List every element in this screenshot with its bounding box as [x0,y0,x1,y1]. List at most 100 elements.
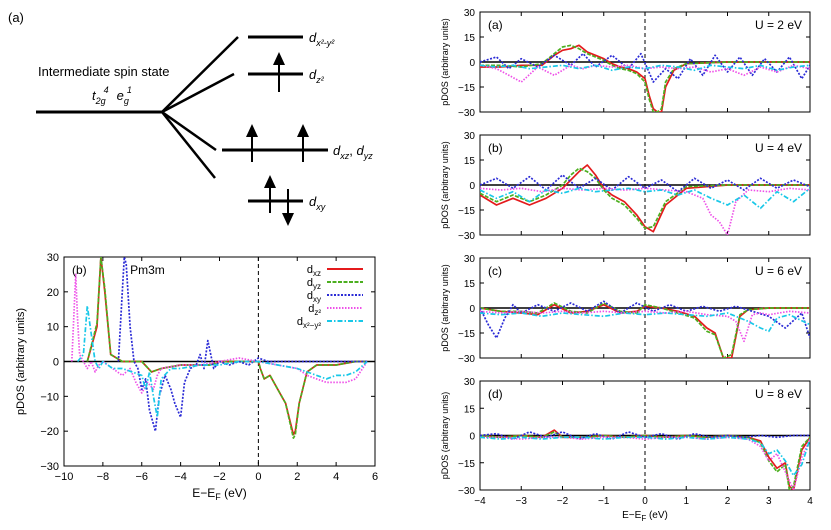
legend-label-dxz: dxz [307,264,321,278]
x-axis-label: E−EF (eV) [192,486,247,502]
chart-annotation: U = 4 eV [755,141,802,155]
x-tick-label: 3 [766,496,772,507]
series-line-dx2y2 [76,304,368,419]
x-tick-label: −4 [174,471,187,483]
y-tick-label: −15 [458,329,475,340]
y-tick-label: 0 [53,357,59,369]
spin-state-label: Intermediate spin state [38,64,170,79]
x-axis-label: E−EF (eV) [622,510,668,523]
panel-label: (a) [488,18,503,32]
y-tick-label: −15 [458,83,475,94]
series-group [480,164,810,235]
series-line-dxy [480,52,810,83]
chart-annotation: U = 6 eV [755,264,802,278]
x-tick-label: −8 [97,471,110,483]
series-line-dyz [480,302,810,358]
y-tick-label: 15 [464,279,476,290]
y-tick-label: 30 [464,131,476,142]
series-group [480,44,810,112]
series-line-dxy [480,174,810,193]
y-tick-label: 10 [47,322,59,334]
x-tick-label: 4 [333,471,339,483]
level-label-dxy: dxy [309,194,326,212]
y-tick-label: 20 [47,287,59,299]
panel-label: (b) [488,141,503,155]
split-line-dx2y2 [161,36,239,113]
level-label-dz2: dz² [309,67,325,85]
panel-label: (b) [72,263,87,277]
y-tick-label: −30 [458,354,475,365]
chart-annotation: Pm3m [130,263,165,277]
series-line-dz2 [480,187,810,235]
series-line-dxz [480,44,810,112]
chart-u4: −30 −15 0 15 30 (b) U = 4 eV pDOS (arbitrary un… [440,131,811,242]
spin-up-arrow-icon [246,124,258,162]
electron-configuration: t2g4 eg1 [92,85,132,106]
y-axis-label: pDOS (arbitrary units) [440,141,450,229]
x-tick-label: 2 [294,471,300,483]
x-tick-label: −3 [516,496,528,507]
chart-u2: −30 −15 0 15 30 (a) U = 2 eV pDOS (arbitrary un… [440,8,811,119]
series-line-dx2y2 [480,187,810,210]
spin-up-arrow-icon [297,124,309,162]
series-line-dyz [86,257,368,439]
series-line-dyz [480,167,810,230]
y-tick-label: −15 [458,459,475,470]
y-axis-label: pDOS (arbitrary units) [15,308,27,415]
split-line-dxz-dyz [161,110,217,152]
series-line-dyz [480,44,810,112]
series-group [480,429,810,490]
y-tick-label: 0 [469,304,475,315]
series-group [480,300,810,358]
y-tick-label: 0 [469,181,475,192]
series-line-dxz [86,257,368,436]
y-tick-label: −30 [458,231,475,242]
level-label-dxz-dyz: dxz, dyz [333,143,373,161]
x-tick-label: −4 [474,496,486,507]
y-tick-label: 0 [469,432,475,443]
level-label-dx2y2: dx²-y² [309,30,335,48]
y-tick-label: 30 [464,377,476,388]
y-tick-label: 0 [469,58,475,69]
y-tick-label: 15 [464,156,476,167]
series-line-dz2 [70,273,368,394]
y-axis-label: pDOS (arbitrary units) [440,18,450,106]
x-tick-label: −2 [213,471,226,483]
series-line-dxy [480,431,810,440]
x-tick-label: −10 [55,471,74,483]
energy-level-diagram: (a) Intermediate spin state t2g4 eg1 [8,10,373,226]
series-line-dx2y2 [480,64,810,72]
split-line-dxy [161,111,216,179]
y-tick-label: 30 [464,254,476,265]
series-line-dx2y2 [480,436,810,477]
y-tick-label: −30 [40,461,59,473]
series-line-dz2 [480,436,810,490]
split-line-dz2 [161,72,235,114]
series-line-dxy [117,257,368,433]
chart-annotation: U = 2 eV [755,18,802,32]
legend-label-dx2y2: dx²−y² [297,316,321,330]
x-tick-label: −1 [598,496,610,507]
spin-up-arrow-icon [264,175,276,213]
x-tick-label: 0 [642,496,648,507]
legend-label-dz2: dz² [308,303,321,317]
series-line-dx2y2 [480,312,810,333]
x-tick-label: 4 [807,496,813,507]
x-tick-label: −2 [557,496,569,507]
y-tick-label: 15 [464,404,476,415]
spin-down-arrow-icon [282,189,294,226]
y-axis-label: pDOS (arbitrary units) [440,264,450,352]
diagram-panel-label: (a) [8,10,24,25]
y-tick-label: −15 [458,206,475,217]
y-tick-label: −30 [458,486,475,497]
y-tick-label: −10 [40,391,59,403]
x-tick-label: −6 [135,471,148,483]
y-tick-label: −20 [40,426,59,438]
legend-label-dyz: dyz [307,277,321,291]
chart-annotation: U = 8 eV [755,387,802,401]
y-tick-label: 30 [464,8,476,19]
panel-label: (d) [488,387,503,401]
